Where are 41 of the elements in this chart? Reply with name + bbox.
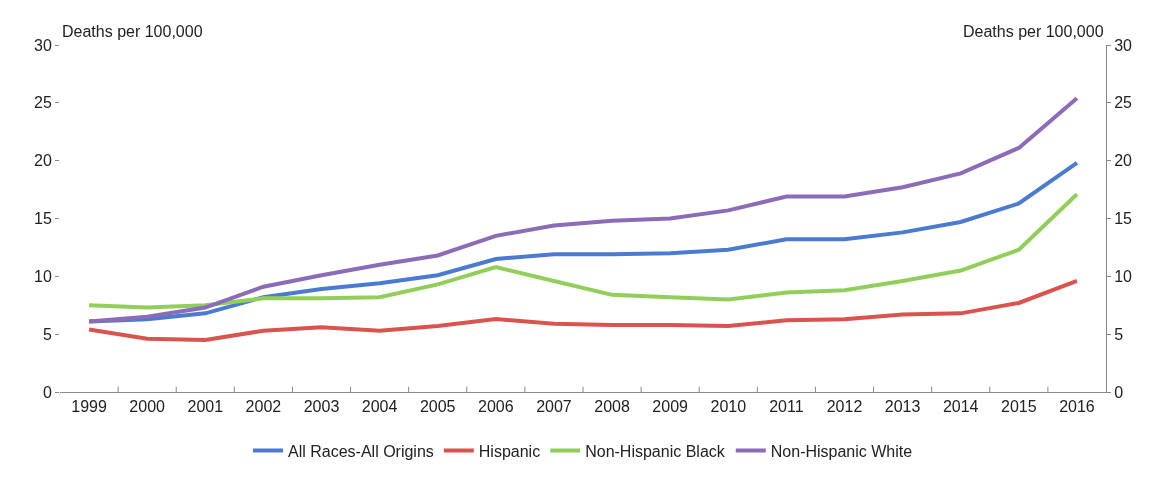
legend-label: All Races-All Origins	[288, 442, 434, 460]
x-tick-label: 2011	[769, 398, 804, 416]
y2-tick-label: 5	[1114, 325, 1124, 343]
x-tick-label: 1999	[71, 398, 107, 416]
y-tick-label: 5	[42, 325, 52, 343]
y-tick-label: 15	[34, 210, 52, 228]
x-tick-label: 2014	[942, 398, 979, 416]
x-tick-label: 2013	[884, 398, 921, 416]
line-series	[87, 96, 1079, 324]
legend-label: Non-Hispanic White	[770, 442, 913, 460]
x-tick-label: 2008	[594, 398, 630, 416]
x-tick-label: 2016	[1059, 398, 1095, 416]
legend-label: Non-Hispanic Black	[585, 442, 726, 460]
y-tick-label: 20	[34, 152, 52, 170]
x-tick-label: 2006	[478, 398, 514, 416]
line-series	[87, 278, 1079, 342]
x-tick-label: 2002	[245, 398, 282, 416]
y2-tick-label: 10	[1114, 267, 1133, 285]
x-tick-label: 2005	[419, 398, 456, 416]
x-tick-label: 2003	[303, 398, 340, 416]
y2-tick-label: 0	[1114, 383, 1124, 401]
y2-axis-title: Deaths per 100,000	[963, 23, 1104, 40]
x-tick-label: 2009	[652, 398, 689, 416]
x-tick-label: 2000	[129, 398, 166, 416]
x-tick-label: 2010	[710, 398, 747, 416]
y-tick-label: 30	[34, 36, 52, 54]
y-tick-label: 10	[34, 267, 52, 285]
y2-tick-label: 25	[1114, 94, 1133, 112]
y2-tick-label: 15	[1114, 210, 1133, 228]
y-tick-label: 25	[34, 94, 52, 112]
legend-label: Hispanic	[478, 442, 541, 460]
x-tick-label: 2007	[536, 398, 572, 416]
x-tick-label: 2012	[826, 398, 863, 416]
y2-tick-label: 30	[1114, 36, 1133, 54]
y2-tick-label: 20	[1114, 152, 1133, 170]
x-tick-label: 2004	[361, 398, 398, 416]
line-series	[87, 192, 1079, 310]
y-tick-label: 0	[42, 383, 52, 401]
x-tick-label: 2001	[187, 398, 224, 416]
y-axis-title: Deaths per 100,000	[62, 23, 203, 40]
x-tick-label: 2015	[1001, 398, 1037, 416]
